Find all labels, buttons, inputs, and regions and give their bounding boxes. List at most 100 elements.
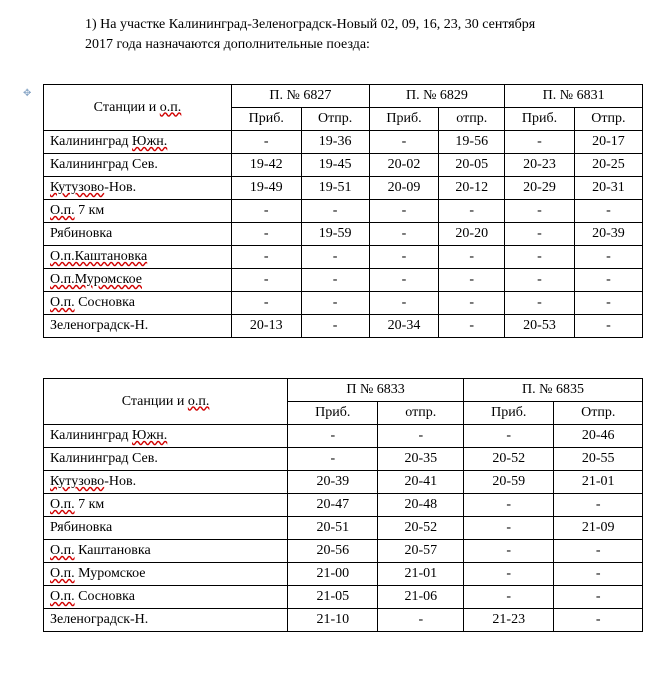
document-heading: 1) На участке Калининград-Зеленоградск-Н… — [85, 15, 625, 54]
cell-dep: - — [301, 292, 369, 315]
station-name: Калининград Сев. — [44, 154, 232, 177]
cell-dep: 20-31 — [574, 177, 642, 200]
cell-arr: 20-09 — [369, 177, 439, 200]
cell-arr: 20-56 — [288, 540, 378, 563]
col-station-text: Станции и — [122, 394, 188, 409]
cell-dep: 19-36 — [301, 131, 369, 154]
cell-dep: 21-09 — [554, 517, 643, 540]
station-name: О.п. 7 км — [44, 200, 232, 223]
cell-arr: - — [288, 448, 378, 471]
col-station: Станции и о.п. — [44, 85, 232, 131]
table-row: Кутузово-Нов.19-4919-5120-0920-1220-2920… — [44, 177, 643, 200]
cell-dep: - — [574, 315, 642, 338]
cell-dep: 20-57 — [378, 540, 464, 563]
cell-dep: - — [301, 315, 369, 338]
table-row: Рябиновка-19-59-20-20-20-39 — [44, 223, 643, 246]
cell-arr: 20-23 — [505, 154, 575, 177]
cell-dep: - — [301, 246, 369, 269]
cell-arr: 20-59 — [464, 471, 554, 494]
cell-arr: - — [464, 425, 554, 448]
cell-arr: 20-13 — [231, 315, 301, 338]
cell-arr: - — [464, 540, 554, 563]
table-row: Калининград Южн.---20-46 — [44, 425, 643, 448]
cell-arr: - — [505, 292, 575, 315]
cell-arr: - — [505, 246, 575, 269]
train-6831: П. № 6831 — [505, 85, 643, 108]
table-row: О.п. 7 км------ — [44, 200, 643, 223]
cell-arr: 20-39 — [288, 471, 378, 494]
cell-dep: 20-55 — [554, 448, 643, 471]
cell-arr: 20-53 — [505, 315, 575, 338]
cell-dep: - — [574, 269, 642, 292]
cell-dep: 20-35 — [378, 448, 464, 471]
cell-dep: 19-45 — [301, 154, 369, 177]
table-row: О.п. Сосновка------ — [44, 292, 643, 315]
station-name: Калининград Южн. — [44, 131, 232, 154]
table-row: Зеленоградск-Н.20-13-20-34-20-53- — [44, 315, 643, 338]
col-dep: отпр. — [378, 402, 464, 425]
cell-arr: 20-02 — [369, 154, 439, 177]
train-6827: П. № 6827 — [231, 85, 369, 108]
cell-dep: - — [554, 563, 643, 586]
train-6833: П № 6833 — [288, 379, 464, 402]
cell-dep: 20-39 — [574, 223, 642, 246]
cell-dep: - — [554, 494, 643, 517]
cell-dep: 20-17 — [574, 131, 642, 154]
col-arr: Приб. — [288, 402, 378, 425]
col-arr: Приб. — [505, 108, 575, 131]
table-row: О.п. Муромское21-0021-01-- — [44, 563, 643, 586]
station-name: О.п.Каштановка — [44, 246, 232, 269]
cell-arr: - — [369, 131, 439, 154]
cell-arr: - — [505, 131, 575, 154]
cell-arr: - — [231, 269, 301, 292]
cell-dep: 20-48 — [378, 494, 464, 517]
cell-dep: - — [439, 315, 505, 338]
cell-arr: 20-51 — [288, 517, 378, 540]
station-name: О.п. Сосновка — [44, 292, 232, 315]
cell-dep: 20-25 — [574, 154, 642, 177]
table-row: О.п.Муромское------ — [44, 269, 643, 292]
station-name: Калининград Сев. — [44, 448, 288, 471]
train-6835: П. № 6835 — [464, 379, 643, 402]
cell-dep: - — [301, 269, 369, 292]
table-header-row: Станции и о.п. П. № 6827 П. № 6829 П. № … — [44, 85, 643, 108]
cell-dep: 21-01 — [378, 563, 464, 586]
cell-dep: - — [439, 292, 505, 315]
table-row: Кутузово-Нов.20-3920-4120-5921-01 — [44, 471, 643, 494]
station-name: О.п. Сосновка — [44, 586, 288, 609]
cell-arr: 19-42 — [231, 154, 301, 177]
cell-dep: - — [554, 586, 643, 609]
col-station: Станции и о.п. — [44, 379, 288, 425]
cell-dep: 21-06 — [378, 586, 464, 609]
col-arr: Приб. — [464, 402, 554, 425]
cell-arr: - — [231, 223, 301, 246]
col-station-op: о.п. — [188, 394, 210, 409]
cell-dep: 19-51 — [301, 177, 369, 200]
cell-dep: - — [439, 200, 505, 223]
table-row: О.п. Сосновка21-0521-06-- — [44, 586, 643, 609]
train-6829: П. № 6829 — [369, 85, 504, 108]
cell-dep: - — [574, 246, 642, 269]
schedule-table-1: Станции и о.п. П. № 6827 П. № 6829 П. № … — [43, 84, 643, 338]
cell-dep: - — [439, 246, 505, 269]
cell-arr: - — [505, 269, 575, 292]
cell-arr: 20-29 — [505, 177, 575, 200]
table-row: Калининград Сев.19-4219-4520-0220-0520-2… — [44, 154, 643, 177]
cell-arr: - — [369, 200, 439, 223]
cell-dep: 19-56 — [439, 131, 505, 154]
col-dep: отпр. — [439, 108, 505, 131]
cell-arr: 21-10 — [288, 609, 378, 632]
station-name: Кутузово-Нов. — [44, 177, 232, 200]
col-arr: Приб. — [231, 108, 301, 131]
cell-dep: 19-59 — [301, 223, 369, 246]
cell-arr: - — [231, 292, 301, 315]
station-name: Кутузово-Нов. — [44, 471, 288, 494]
station-name: Рябиновка — [44, 517, 288, 540]
table-row: Рябиновка20-5120-52-21-09 — [44, 517, 643, 540]
station-name: О.п. Муромское — [44, 563, 288, 586]
cell-arr: - — [505, 223, 575, 246]
cell-dep: 20-05 — [439, 154, 505, 177]
col-station-text: Станции и — [94, 100, 160, 115]
cell-dep: - — [554, 540, 643, 563]
cell-dep: - — [554, 609, 643, 632]
